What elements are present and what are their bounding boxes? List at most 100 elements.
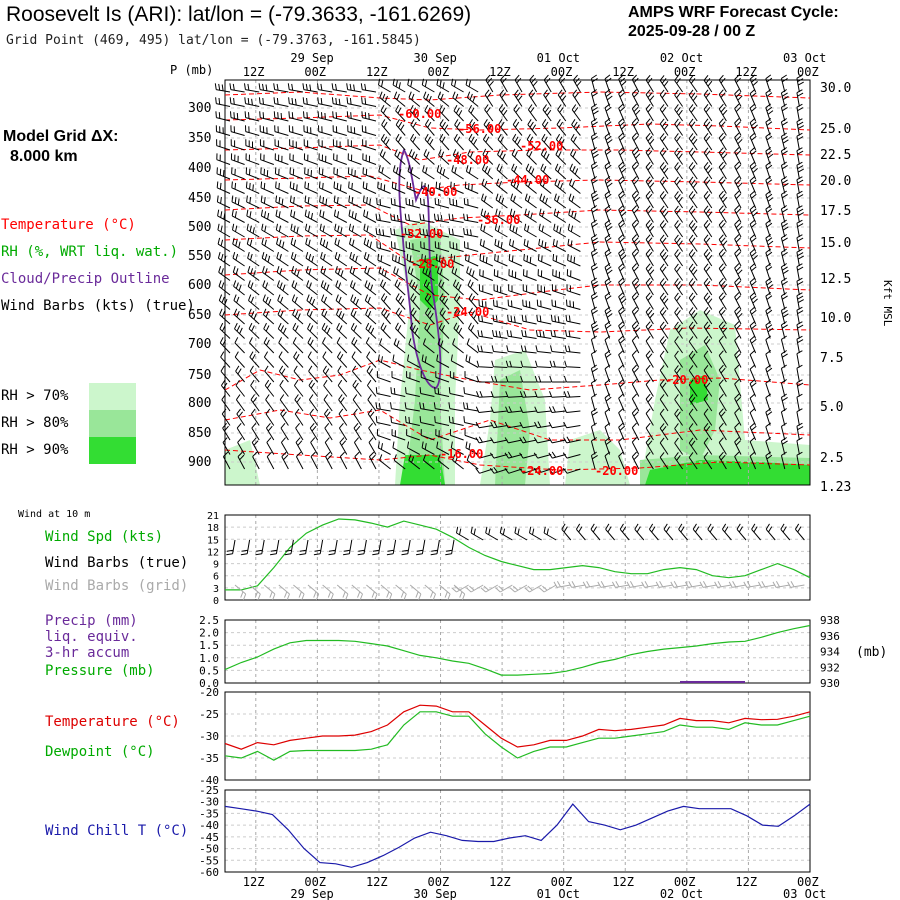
wind-barb xyxy=(674,205,684,223)
wind-barb xyxy=(538,238,552,252)
height-tick-label: 25.0 xyxy=(820,122,851,137)
wind-barb xyxy=(336,322,348,339)
wind-barb xyxy=(274,167,289,180)
wind-barb xyxy=(688,292,698,310)
wind-barb xyxy=(524,223,537,238)
bottom-hour-label: 12Z xyxy=(243,875,265,889)
wind-barb xyxy=(361,97,377,107)
wind-barb xyxy=(436,78,450,93)
wind-barb xyxy=(424,119,435,136)
wind-barb xyxy=(375,228,391,238)
wind-barb xyxy=(349,280,362,296)
wind-barb xyxy=(451,165,464,180)
wind-barb xyxy=(659,249,669,267)
wind-barb xyxy=(718,321,728,339)
wind-barb xyxy=(264,379,275,397)
wind-barb xyxy=(379,454,391,470)
wind-barb xyxy=(494,238,508,252)
wind-barb xyxy=(409,104,421,122)
surface-wind-barb xyxy=(692,523,703,541)
wind-barb xyxy=(631,422,640,441)
wind-barb xyxy=(214,83,231,93)
wind-barb xyxy=(291,280,304,296)
wind-barb xyxy=(365,322,377,339)
wind-barb xyxy=(379,279,391,296)
wind-barb xyxy=(688,452,698,470)
wind-barb xyxy=(351,337,362,354)
wind-barb xyxy=(393,266,406,281)
wind-barb xyxy=(350,294,362,310)
wind-barb xyxy=(392,165,406,180)
wind-barb xyxy=(347,125,362,136)
wind-barb xyxy=(631,408,640,426)
top-hour-label: 12Z xyxy=(612,65,634,79)
wind-barb xyxy=(246,237,260,252)
temperature-contour xyxy=(224,449,811,471)
wind-barb xyxy=(525,178,537,194)
wind-barb xyxy=(718,161,727,180)
wind-barb xyxy=(525,163,537,180)
wind-barb xyxy=(281,451,289,470)
wind-barb xyxy=(508,253,523,267)
wind-barb xyxy=(543,74,552,93)
wind-barb xyxy=(688,408,698,426)
wind-barb xyxy=(535,345,552,354)
wind-barb xyxy=(410,133,421,151)
wind-barb xyxy=(631,379,640,397)
temperature-contour-label: -56.00 xyxy=(458,122,501,136)
panel-frame xyxy=(224,691,811,781)
wind-barb xyxy=(645,277,654,296)
wind-barb xyxy=(780,306,789,325)
wind-barb xyxy=(631,437,640,455)
temperature-contour-label: -16.00 xyxy=(440,447,483,461)
wind-barb xyxy=(618,292,627,310)
top-date-label: 01 Oct xyxy=(537,51,580,65)
pressure-tick: 932 xyxy=(820,661,840,674)
wind-barb xyxy=(688,104,698,122)
wind-barb xyxy=(439,133,450,151)
wind-barb xyxy=(780,451,787,470)
wind-barb xyxy=(590,422,597,441)
wind-barb xyxy=(749,205,758,223)
wind-barb xyxy=(555,133,567,151)
wind-barb xyxy=(276,251,289,267)
wind-barb xyxy=(250,379,260,397)
wind-barb xyxy=(631,74,640,93)
wind-barb xyxy=(749,118,758,136)
wind-barb xyxy=(734,364,742,383)
wind-barb xyxy=(749,248,758,267)
grid-wind-barb xyxy=(582,581,601,588)
wind-barb xyxy=(336,351,348,368)
wind-barb xyxy=(590,248,598,267)
wind-barb xyxy=(498,119,508,136)
wind-barb xyxy=(659,220,669,238)
wind-barb xyxy=(765,335,772,354)
wind-barb xyxy=(454,307,464,325)
wind-barb xyxy=(437,454,450,470)
wind-barb xyxy=(796,190,804,209)
legend-cloud: Cloud/Precip Outline xyxy=(1,271,170,287)
wind-barb xyxy=(434,387,450,397)
wind-barb xyxy=(319,195,333,209)
wind-barb xyxy=(439,293,450,310)
grid-wind-barb xyxy=(626,581,644,588)
wind-barb xyxy=(278,337,289,354)
wind-barb xyxy=(338,422,348,441)
wind-barb xyxy=(290,237,304,252)
surface-wind-barb xyxy=(634,523,645,541)
wind-barb xyxy=(232,251,245,267)
wind-barb xyxy=(765,451,773,470)
pressure-label: Pressure (mb) xyxy=(45,663,155,679)
wind-barb xyxy=(549,360,566,368)
wind-barb xyxy=(477,330,493,339)
wind-barb xyxy=(507,299,523,310)
wind-barb xyxy=(390,228,406,238)
wind-barb xyxy=(520,360,537,368)
wind-barb xyxy=(765,321,774,339)
wind-barb xyxy=(465,253,479,267)
wind-barb xyxy=(570,133,581,151)
surface-wind-barb xyxy=(270,539,280,556)
wind-barb xyxy=(674,176,684,194)
wind-barb xyxy=(734,219,743,238)
wind-barb xyxy=(377,253,391,267)
